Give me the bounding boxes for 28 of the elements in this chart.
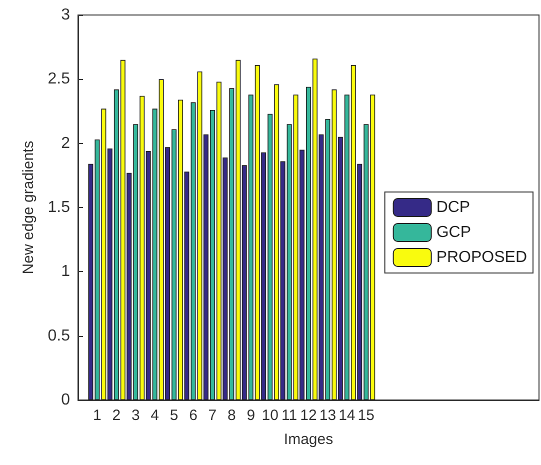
y-tick-label: 3	[61, 6, 70, 24]
legend-label: GCP	[436, 224, 471, 241]
x-tick-label: 12	[300, 407, 317, 424]
y-axis-title: New edge gradients	[20, 140, 37, 274]
x-tick-label: 5	[170, 407, 178, 424]
y-tick-label: 1.5	[48, 199, 70, 216]
legend-label: DCP	[436, 199, 470, 216]
y-tick-label: 2.5	[48, 70, 70, 88]
x-tick-label: 8	[227, 407, 236, 424]
y-tick-label: 0	[61, 392, 70, 408]
x-tick-label: 9	[246, 407, 256, 424]
bar	[190, 102, 196, 400]
x-tick-label: 15	[358, 407, 374, 424]
y-tick-label: 1	[61, 263, 70, 280]
x-tick-label: 7	[208, 407, 217, 424]
x-tick-label: 4	[150, 407, 160, 424]
x-axis-title: Images	[284, 431, 334, 448]
x-tick-label: 3	[131, 407, 140, 424]
x-tick-label: 6	[189, 407, 198, 424]
x-tick-label: 14	[338, 407, 356, 424]
x-tick-label: 2	[112, 407, 121, 424]
y-tick-label: 0.5	[48, 327, 70, 344]
y-tick-label: 2	[61, 134, 70, 152]
x-tick-label: 11	[282, 407, 298, 424]
x-tick-label: 13	[319, 407, 336, 424]
x-tick-label: 1	[93, 407, 102, 424]
x-tick-label: 10	[262, 407, 278, 424]
legend-label: PROPOSED	[436, 249, 527, 266]
